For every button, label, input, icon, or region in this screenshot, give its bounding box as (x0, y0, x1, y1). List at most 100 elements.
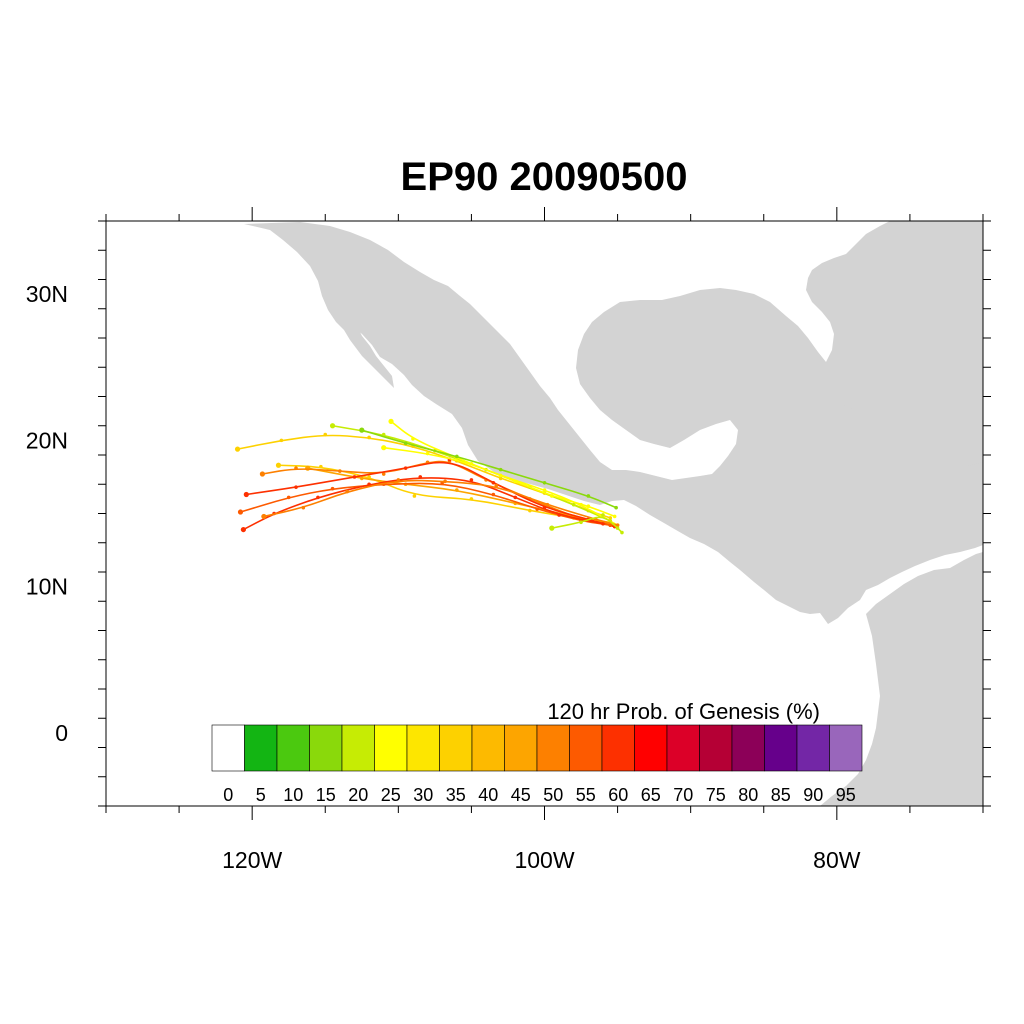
track-point (469, 478, 474, 482)
track-point (498, 476, 503, 481)
track-point (455, 488, 459, 492)
x-axis-label: 100W (514, 847, 574, 873)
track-point (275, 462, 282, 468)
colorbar-label: 25 (381, 785, 401, 805)
storm-track (361, 429, 617, 509)
track-point (261, 513, 267, 520)
track-point (412, 494, 417, 498)
colorbar-label: 90 (803, 785, 823, 805)
land-cuba (776, 398, 892, 432)
colorbar-box (731, 724, 765, 772)
colorbar-label: 5 (256, 785, 266, 805)
track-point (614, 505, 618, 510)
track-point (367, 482, 371, 487)
colorbar-box (536, 724, 570, 772)
track-point (586, 504, 591, 508)
track-point (545, 502, 550, 507)
colorbar-box (764, 724, 798, 772)
colorbar-box (276, 724, 310, 772)
track-point (323, 432, 328, 437)
colorbar-label: 50 (543, 785, 563, 805)
track-point (259, 471, 265, 477)
track-point (396, 478, 401, 482)
track-point (612, 514, 617, 519)
colorbar-labels: 0 5 10 15 20 25 30 35 40 45 50 55 60 65 70 75 80 85 90 95 (223, 785, 856, 805)
track-point (279, 438, 284, 443)
track-point (615, 523, 620, 527)
colorbar-box (211, 724, 245, 772)
track-point (443, 479, 447, 484)
y-axis-label: 0 (55, 720, 68, 746)
track-point (359, 427, 365, 433)
track-point (319, 464, 323, 469)
colorbar-label: 40 (478, 785, 498, 805)
land-north-america (244, 221, 983, 624)
track-point (367, 475, 371, 479)
track-point (286, 495, 291, 500)
colorbar-title: 120 hr Prob. of Genesis (%) (547, 699, 820, 724)
colorbar: 120 hr Prob. of Genesis (%) 0 5 10 15 20 25 30… (211, 699, 863, 805)
track-point (608, 516, 613, 520)
track-point (381, 445, 387, 451)
track-point (535, 507, 539, 511)
track-point (359, 476, 364, 481)
land-masses (244, 221, 983, 806)
colorbar-label: 75 (706, 785, 726, 805)
colorbar-label: 60 (608, 785, 628, 805)
storm-track (240, 482, 611, 526)
colorbar-box (374, 724, 408, 772)
track-point (388, 418, 394, 424)
land-jamaica (862, 462, 888, 470)
land-hispaniola (908, 444, 983, 466)
storm-track (383, 446, 615, 518)
track-point (301, 505, 306, 510)
colorbar-box (309, 724, 343, 772)
track-point (243, 491, 249, 498)
colorbar-label: 55 (576, 785, 596, 805)
track-point (579, 520, 583, 525)
track-point (498, 467, 503, 472)
colorbar-box (569, 724, 603, 772)
track-point (237, 509, 244, 515)
track-point (620, 530, 624, 535)
track-point (455, 454, 459, 459)
y-axis-label: 20N (26, 427, 68, 453)
track-point (425, 451, 430, 456)
colorbar-box (244, 724, 278, 772)
colorbar-box (796, 724, 830, 772)
track-point (316, 495, 320, 500)
track-point (571, 502, 576, 507)
colorbar-label: 80 (738, 785, 758, 805)
track-point (469, 497, 474, 501)
colorbar-box (666, 724, 700, 772)
colorbar-boxes (211, 724, 863, 772)
track-point (294, 485, 298, 489)
land-baja-california (318, 281, 394, 388)
colorbar-box (504, 724, 538, 772)
track-point (469, 461, 474, 466)
track-point (601, 521, 605, 526)
storm-track (263, 479, 618, 526)
colorbar-box (601, 724, 635, 772)
track-point (403, 466, 408, 470)
track-point (411, 437, 415, 441)
track-point (329, 423, 336, 429)
track-point (513, 495, 518, 500)
track-point (542, 480, 547, 485)
map-title: EP90 20090500 (401, 155, 688, 199)
track-point (352, 475, 357, 479)
track-point (513, 479, 518, 484)
y-axis-label: 10N (26, 574, 68, 600)
storm-track (243, 477, 604, 531)
land-south-america (820, 552, 983, 806)
track-point (586, 494, 591, 498)
track-point (549, 525, 555, 531)
track-point (345, 489, 349, 494)
track-point (418, 475, 423, 479)
track-point (403, 441, 408, 446)
colorbar-label: 85 (771, 785, 791, 805)
x-axis-label: 120W (222, 847, 282, 873)
track-point (381, 472, 386, 476)
colorbar-box (829, 724, 863, 772)
